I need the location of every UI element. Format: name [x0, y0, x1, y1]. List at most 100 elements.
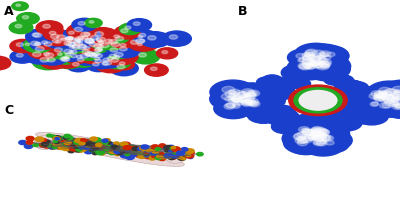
Circle shape: [320, 51, 331, 57]
Circle shape: [130, 153, 136, 157]
Circle shape: [147, 153, 155, 158]
Circle shape: [388, 87, 400, 99]
Circle shape: [302, 128, 308, 132]
Circle shape: [89, 40, 94, 43]
Circle shape: [108, 150, 115, 154]
Circle shape: [90, 149, 95, 152]
Circle shape: [319, 62, 330, 68]
Circle shape: [250, 90, 278, 104]
Circle shape: [312, 129, 322, 134]
Circle shape: [301, 131, 327, 145]
Circle shape: [369, 93, 380, 99]
Circle shape: [66, 36, 73, 40]
Circle shape: [354, 99, 372, 109]
Circle shape: [382, 102, 393, 108]
Circle shape: [123, 153, 132, 158]
Circle shape: [241, 100, 248, 104]
Circle shape: [340, 107, 368, 122]
Circle shape: [49, 31, 80, 47]
Circle shape: [366, 92, 393, 106]
Circle shape: [240, 95, 248, 98]
Circle shape: [10, 50, 35, 63]
Circle shape: [97, 45, 103, 48]
Circle shape: [78, 34, 109, 51]
Circle shape: [71, 52, 92, 64]
Circle shape: [384, 97, 396, 103]
Circle shape: [309, 46, 349, 66]
Circle shape: [250, 101, 259, 106]
Circle shape: [258, 108, 286, 123]
Circle shape: [249, 92, 256, 96]
Circle shape: [378, 87, 391, 94]
Circle shape: [77, 141, 84, 145]
Circle shape: [136, 146, 142, 150]
Circle shape: [235, 101, 243, 105]
Circle shape: [130, 148, 138, 152]
Circle shape: [108, 40, 118, 44]
Circle shape: [312, 129, 318, 132]
Circle shape: [78, 35, 109, 51]
Circle shape: [151, 154, 158, 158]
Circle shape: [308, 129, 349, 151]
Circle shape: [91, 145, 99, 150]
Circle shape: [303, 124, 338, 143]
Circle shape: [376, 96, 400, 114]
Circle shape: [316, 132, 327, 139]
Circle shape: [24, 144, 33, 148]
Circle shape: [256, 93, 285, 108]
Circle shape: [367, 90, 394, 104]
Circle shape: [316, 62, 323, 66]
Circle shape: [155, 156, 162, 160]
Circle shape: [282, 126, 328, 150]
Circle shape: [374, 83, 400, 106]
Circle shape: [315, 129, 328, 135]
Circle shape: [168, 157, 174, 160]
Circle shape: [288, 134, 323, 152]
Circle shape: [314, 135, 326, 141]
Circle shape: [52, 136, 61, 140]
Circle shape: [111, 145, 117, 148]
Circle shape: [130, 40, 139, 44]
Circle shape: [85, 38, 102, 47]
Circle shape: [302, 128, 346, 151]
Circle shape: [75, 139, 82, 143]
Circle shape: [125, 153, 130, 156]
Circle shape: [210, 80, 256, 104]
Circle shape: [222, 86, 235, 93]
Circle shape: [91, 36, 112, 47]
Circle shape: [312, 128, 322, 133]
Circle shape: [110, 61, 138, 76]
Circle shape: [60, 51, 80, 61]
Circle shape: [44, 42, 52, 46]
Circle shape: [16, 43, 24, 46]
Circle shape: [387, 87, 400, 101]
Circle shape: [318, 129, 330, 135]
Circle shape: [287, 130, 330, 153]
Circle shape: [394, 104, 400, 107]
Circle shape: [72, 45, 80, 49]
Circle shape: [38, 50, 60, 61]
Circle shape: [79, 142, 85, 145]
Circle shape: [374, 91, 386, 97]
Circle shape: [387, 93, 400, 105]
Circle shape: [263, 84, 291, 98]
Circle shape: [318, 125, 340, 136]
Circle shape: [46, 36, 70, 48]
Circle shape: [321, 59, 332, 65]
Circle shape: [181, 158, 186, 160]
Circle shape: [22, 16, 29, 19]
Circle shape: [380, 84, 400, 108]
Circle shape: [228, 98, 238, 103]
Circle shape: [172, 147, 180, 151]
Circle shape: [100, 147, 106, 149]
Circle shape: [169, 35, 178, 39]
Circle shape: [390, 101, 398, 105]
Circle shape: [15, 24, 22, 28]
Circle shape: [292, 57, 332, 78]
Circle shape: [310, 56, 320, 62]
Circle shape: [214, 98, 253, 119]
Circle shape: [98, 42, 103, 45]
Circle shape: [40, 143, 48, 147]
Circle shape: [53, 51, 70, 60]
Circle shape: [226, 103, 236, 108]
